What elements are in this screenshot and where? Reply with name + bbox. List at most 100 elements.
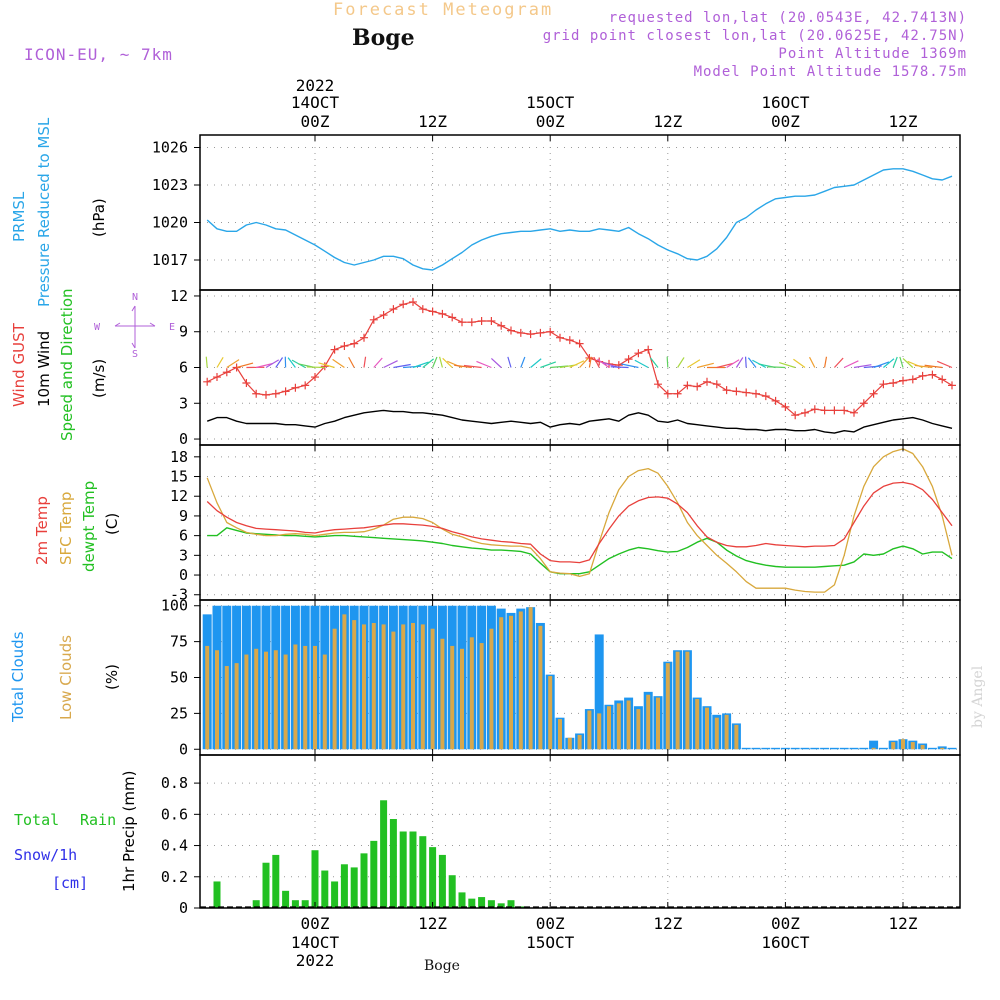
y-tick-label: 0 [179, 740, 188, 758]
station-title: Boge [352, 25, 415, 51]
low-cloud-bar [714, 717, 719, 750]
low-cloud-bar [420, 624, 425, 750]
wind-direction-arrow [610, 366, 629, 369]
low-cloud-bar [234, 663, 239, 750]
low-cloud-bar [460, 648, 464, 750]
total-cloud-bar [810, 747, 820, 750]
y-tick-label: 0.2 [161, 868, 188, 886]
wind-direction-arrow [902, 358, 914, 368]
rain-bar [438, 854, 446, 908]
low-cloud-bar [518, 611, 523, 750]
rain-bar [301, 900, 309, 908]
compass-west: W [94, 322, 101, 333]
rain-bar [213, 881, 221, 908]
y-tick-label: 12 [170, 287, 188, 305]
compass-east: E [169, 322, 175, 333]
wind-gust-marker [781, 402, 790, 411]
wind-gust-marker [742, 388, 751, 397]
rain-bar [380, 800, 388, 908]
wind-gust-line [206, 301, 953, 416]
total-cloud-bar [790, 747, 800, 750]
wind-gust-marker [840, 406, 849, 415]
wind-gust-marker [271, 389, 280, 398]
wind-gust-marker [859, 399, 868, 408]
wind-gust-marker [222, 368, 231, 377]
total-cloud-bar [839, 747, 849, 750]
y-tick-label: 9 [179, 323, 188, 341]
total-cloud-bar [849, 747, 859, 750]
low-cloud-bar [362, 624, 366, 750]
precip-snow-label: Snow/1h [14, 846, 78, 864]
rain-bar [478, 897, 486, 908]
wind-gust-marker [820, 406, 829, 415]
low-cloud-bar [391, 631, 396, 750]
wind-direction-arrow [863, 365, 882, 369]
wind-gust-marker [320, 362, 329, 371]
wind-direction-arrow [265, 359, 280, 369]
low-cloud-bar [371, 622, 376, 750]
low-cloud-bar [734, 724, 739, 750]
low-cloud-bar [871, 747, 876, 750]
y-tick-label: 0.4 [161, 837, 188, 855]
y-tick-label: 3 [179, 394, 188, 412]
low-cloud-bar [322, 654, 327, 750]
wind-gust-marker [556, 333, 564, 342]
wind-gust-marker [712, 380, 721, 389]
total-cloud-bar [947, 747, 957, 750]
low-cloud-bar [528, 607, 533, 750]
wind-gust-marker [869, 389, 878, 398]
total-cloud-bar [859, 747, 869, 750]
point-altitude: Point Altitude 1369m [778, 46, 967, 62]
bottom-hour-label: 00Z [771, 914, 800, 933]
wind-gust-marker [350, 339, 359, 348]
wind-direction-arrow [726, 359, 740, 369]
low-cloud-bar [695, 699, 700, 750]
precip-rain-label: Rain [80, 811, 117, 829]
wind-direction-arrow [205, 356, 208, 368]
wind-gust-marker [732, 387, 741, 396]
wind-direction-arrow [716, 362, 734, 369]
requested-coords: requested lon,lat (20.0543E, 42.7413N) [608, 10, 967, 26]
low-cloud-bar [891, 742, 896, 750]
wind-gust-marker [252, 389, 261, 398]
y-tick-label: 1020 [152, 214, 188, 232]
wind-direction-arrow [853, 364, 872, 369]
y-tick-label: 0.8 [161, 774, 188, 792]
y-tick-label: 0.6 [161, 805, 188, 823]
wind-gust-marker [546, 327, 555, 336]
y-tick-label: 1017 [152, 251, 188, 269]
wind-direction-arrow [843, 360, 859, 369]
rain-bar [311, 850, 319, 908]
model-label: ICON-EU, ~ 7km [24, 45, 173, 64]
wind-gust-marker [467, 318, 476, 327]
wind-gust-marker [908, 375, 917, 384]
wind-direction-arrow [597, 358, 610, 368]
rain-bar [272, 854, 280, 908]
low-cloud-bar [244, 654, 249, 750]
wind-gust-marker [389, 305, 398, 314]
low-cloud-bar [283, 654, 288, 750]
wind-gust-marker [703, 377, 711, 386]
dewpoint-line [207, 527, 953, 575]
wind-direction-arrow [363, 356, 367, 368]
wind-direction-arrow [236, 362, 254, 369]
wind-direction-arrow [306, 366, 325, 369]
top-date-label: 15OCT [526, 93, 575, 112]
wind-direction-arrow [412, 361, 429, 369]
y-tick-label: 3 [179, 546, 188, 564]
wind-direction-arrow [621, 363, 639, 369]
wind-gust-marker [850, 408, 858, 417]
bottom-date-label: 15OCT [526, 933, 575, 952]
chart-subtitle: Forecast Meteogram [333, 0, 554, 20]
compass-rose-icon [114, 305, 156, 349]
wind-gust-marker [360, 333, 368, 342]
wind-direction-arrow [914, 364, 933, 369]
wind-gust-marker [948, 381, 956, 390]
low-cloud-bar [636, 709, 641, 750]
low-cloud-bar [548, 676, 553, 750]
low-cloud-bar [940, 747, 945, 750]
low-cloud-bar [401, 624, 406, 750]
low-cloud-bar [430, 628, 435, 750]
wind-direction-arrow [216, 357, 224, 368]
low-cloud-bar [293, 644, 298, 750]
